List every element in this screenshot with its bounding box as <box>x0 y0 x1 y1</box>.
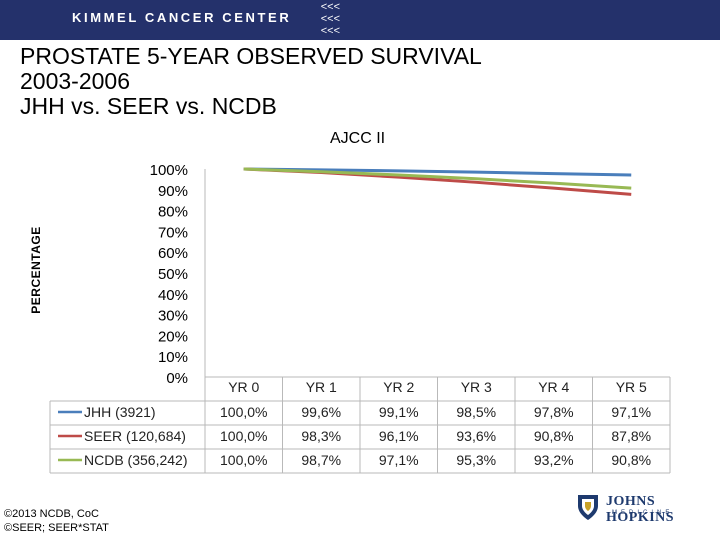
data-label: 98,3% <box>301 428 341 444</box>
slide-title-line: JHH vs. SEER vs. NCDB <box>20 93 277 119</box>
data-label: 93,2% <box>534 452 574 468</box>
legend-label: NCDB (356,242) <box>84 452 188 468</box>
data-label: 98,5% <box>456 404 496 420</box>
x-tick-label: YR 0 <box>228 379 259 395</box>
y-tick-label: 20% <box>158 328 188 345</box>
data-label: 93,6% <box>456 428 496 444</box>
legend-label: SEER (120,684) <box>84 428 186 444</box>
johns-hopkins-logo: JOHNS HOPKINS MEDICINE <box>576 492 716 525</box>
chart-title: AJCC II <box>330 130 386 147</box>
y-tick-label: 90% <box>158 183 188 200</box>
series-line-0 <box>243 167 632 177</box>
series-line-2 <box>243 167 632 190</box>
y-tick-label: 0% <box>166 370 188 387</box>
slide-title: PROSTATE 5-YEAR OBSERVED SURVIVAL 2003-2… <box>20 44 482 119</box>
logo-subtitle: MEDICINE <box>612 510 674 516</box>
header-banner: KIMMEL CANCER CENTER <<< <<< <<< <box>0 0 720 40</box>
banner-title: KIMMEL CANCER CENTER <box>72 10 292 25</box>
shield-icon <box>578 495 598 520</box>
slide-title-line: PROSTATE 5-YEAR OBSERVED SURVIVAL <box>20 43 482 69</box>
x-tick-label: YR 1 <box>306 379 337 395</box>
data-label: 100,0% <box>220 428 267 444</box>
y-tick-label: 50% <box>158 266 188 283</box>
logo-name: JOHNS HOPKINS <box>606 494 675 525</box>
footer-credits: ©2013 NCDB, CoC ©SEER; SEER*STAT <box>4 507 109 535</box>
y-tick-label: 30% <box>158 308 188 325</box>
y-tick-label: 80% <box>158 204 188 221</box>
x-tick-label: YR 2 <box>383 379 414 395</box>
data-label: 90,8% <box>611 452 651 468</box>
y-tick-label: 100% <box>150 162 188 179</box>
x-tick-label: YR 3 <box>461 379 492 395</box>
legend-label: JHH (3921) <box>84 404 156 420</box>
data-label: 90,8% <box>534 428 574 444</box>
data-label: 99,1% <box>379 404 419 420</box>
data-label: 95,3% <box>456 452 496 468</box>
x-tick-label: YR 4 <box>538 379 569 395</box>
x-tick-label: YR 5 <box>616 379 647 395</box>
data-label: 97,1% <box>379 452 419 468</box>
data-label: 100,0% <box>220 452 267 468</box>
slide-title-line: 2003-2006 <box>20 68 130 94</box>
y-tick-label: 10% <box>158 349 188 366</box>
footer-line: ©2013 NCDB, CoC <box>4 508 99 520</box>
data-label: 96,1% <box>379 428 419 444</box>
data-label: 97,8% <box>534 404 574 420</box>
footer-line: ©SEER; SEER*STAT <box>4 522 109 534</box>
y-tick-label: 70% <box>158 224 188 241</box>
data-label: 87,8% <box>611 428 651 444</box>
data-label: 98,7% <box>301 452 341 468</box>
data-label: 100,0% <box>220 404 267 420</box>
data-label: 99,6% <box>301 404 341 420</box>
y-tick-label: 40% <box>158 287 188 304</box>
data-label: 97,1% <box>611 404 651 420</box>
chevron-decoration-icon: <<< <<< <<< <box>320 1 340 37</box>
y-tick-label: 60% <box>158 245 188 262</box>
